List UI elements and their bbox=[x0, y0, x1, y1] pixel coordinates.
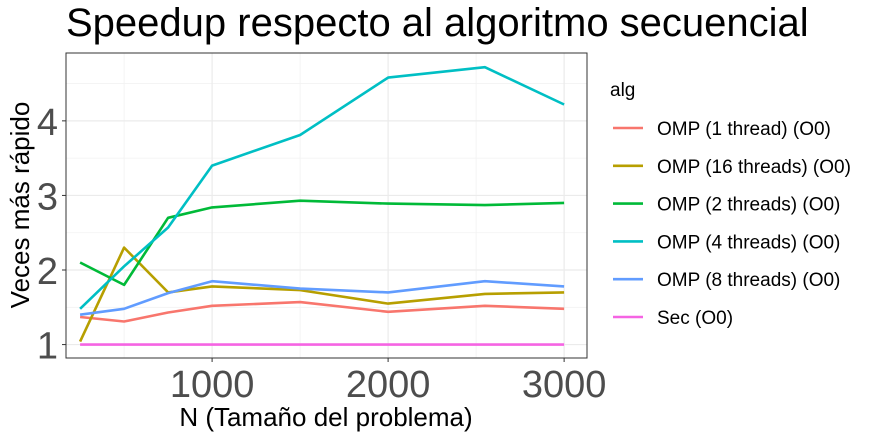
series-line-1 bbox=[79, 300, 565, 323]
legend-label-3: OMP (2 threads) (O0) bbox=[657, 195, 840, 216]
legend-label-2: OMP (16 threads) (O0) bbox=[657, 157, 851, 178]
x-tick-label: 3000 bbox=[522, 364, 607, 406]
series-line-3 bbox=[79, 199, 565, 287]
x-axis-label: N (Tamaño del problema) bbox=[179, 402, 472, 432]
x-axis: 1000 2000 3000 bbox=[170, 358, 607, 406]
y-axis: 1 2 3 4 bbox=[37, 102, 66, 368]
x-tick-label: 1000 bbox=[170, 364, 255, 406]
y-axis-label: Veces más rápido bbox=[5, 102, 35, 309]
y-tick-label: 1 bbox=[37, 326, 58, 368]
legend-label-5: OMP (8 threads) (O0) bbox=[657, 270, 840, 291]
series-line-4 bbox=[79, 65, 565, 310]
x-tick-label: 2000 bbox=[346, 364, 431, 406]
legend-label-1: OMP (1 thread) (O0) bbox=[657, 119, 831, 140]
y-tick-label: 2 bbox=[37, 251, 58, 293]
legend: alg OMP (1 thread) (O0) OMP (16 threads) … bbox=[610, 80, 851, 329]
legend-label-6: Sec (O0) bbox=[657, 308, 733, 329]
chart-title: Speedup respecto al algoritmo secuencial bbox=[66, 1, 809, 45]
y-tick-label: 4 bbox=[37, 102, 58, 144]
series-lines bbox=[78, 65, 565, 346]
legend-title: alg bbox=[610, 80, 635, 101]
plot-border bbox=[65, 52, 588, 359]
y-tick-label: 3 bbox=[37, 176, 58, 218]
legend-label-4: OMP (4 threads) (O0) bbox=[657, 232, 840, 253]
series-line-5 bbox=[79, 279, 565, 316]
series-line-2 bbox=[78, 246, 565, 343]
